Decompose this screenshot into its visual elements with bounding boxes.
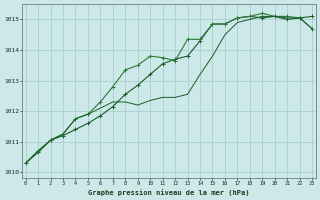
X-axis label: Graphe pression niveau de la mer (hPa): Graphe pression niveau de la mer (hPa) [88, 189, 250, 196]
